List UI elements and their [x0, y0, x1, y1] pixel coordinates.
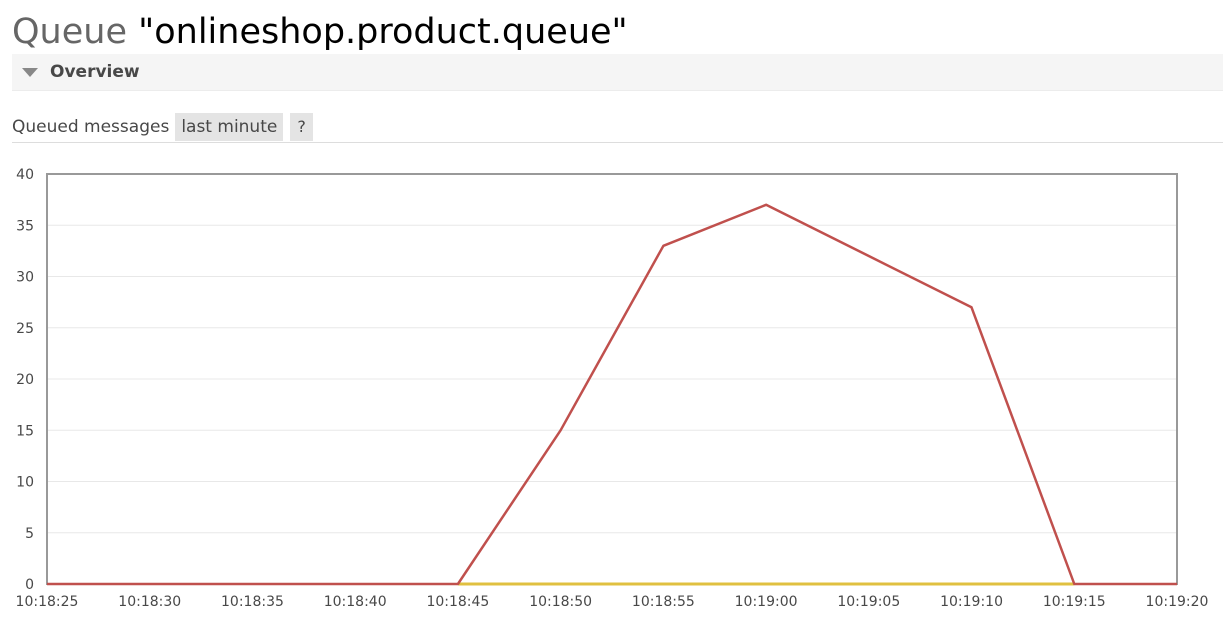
triangle-down-icon [22, 68, 38, 77]
chart-toolbar: Queued messages last minute ? [12, 113, 313, 141]
y-tick-label: 30 [16, 270, 34, 286]
toolbar-divider [12, 142, 1223, 143]
x-tick-label: 10:18:55 [632, 594, 695, 610]
x-tick-label: 10:19:00 [735, 594, 798, 610]
series-line-primary [47, 203, 1177, 586]
page-title-kind: Queue [12, 12, 127, 52]
x-tick-label: 10:18:50 [529, 594, 592, 610]
y-tick-label: 10 [16, 475, 34, 491]
x-tick-label: 10:18:30 [118, 594, 181, 610]
y-tick-label: 20 [16, 372, 34, 388]
overview-section-title: Overview [50, 62, 140, 82]
overview-section-toggle[interactable]: Overview [12, 54, 1223, 91]
chart-label: Queued messages [12, 117, 170, 137]
y-tick-label: 15 [16, 423, 34, 439]
x-tick-label: 10:19:15 [1043, 594, 1106, 610]
y-tick-label: 0 [25, 577, 34, 593]
help-button[interactable]: ? [290, 113, 313, 141]
x-tick-label: 10:19:20 [1146, 594, 1209, 610]
time-range-button[interactable]: last minute [175, 113, 284, 141]
x-tick-label: 10:18:35 [221, 594, 284, 610]
x-tick-label: 10:19:10 [940, 594, 1003, 610]
queued-messages-chart: 0 5 10 15 20 25 30 35 40 10:18:25 10:18:30 10:18:35… [16, 167, 1209, 610]
page-title: Queue "onlineshop.product.queue" [12, 8, 628, 56]
y-tick-label: 35 [16, 218, 34, 234]
y-tick-label: 25 [16, 321, 34, 337]
y-tick-label: 40 [16, 167, 34, 183]
x-tick-label: 10:19:05 [837, 594, 900, 610]
queue-name: "onlineshop.product.queue" [138, 12, 628, 52]
x-tick-label: 10:18:25 [16, 594, 79, 610]
x-tick-label: 10:18:45 [426, 594, 489, 610]
x-tick-label: 10:18:40 [324, 594, 387, 610]
y-tick-label: 5 [25, 526, 34, 542]
